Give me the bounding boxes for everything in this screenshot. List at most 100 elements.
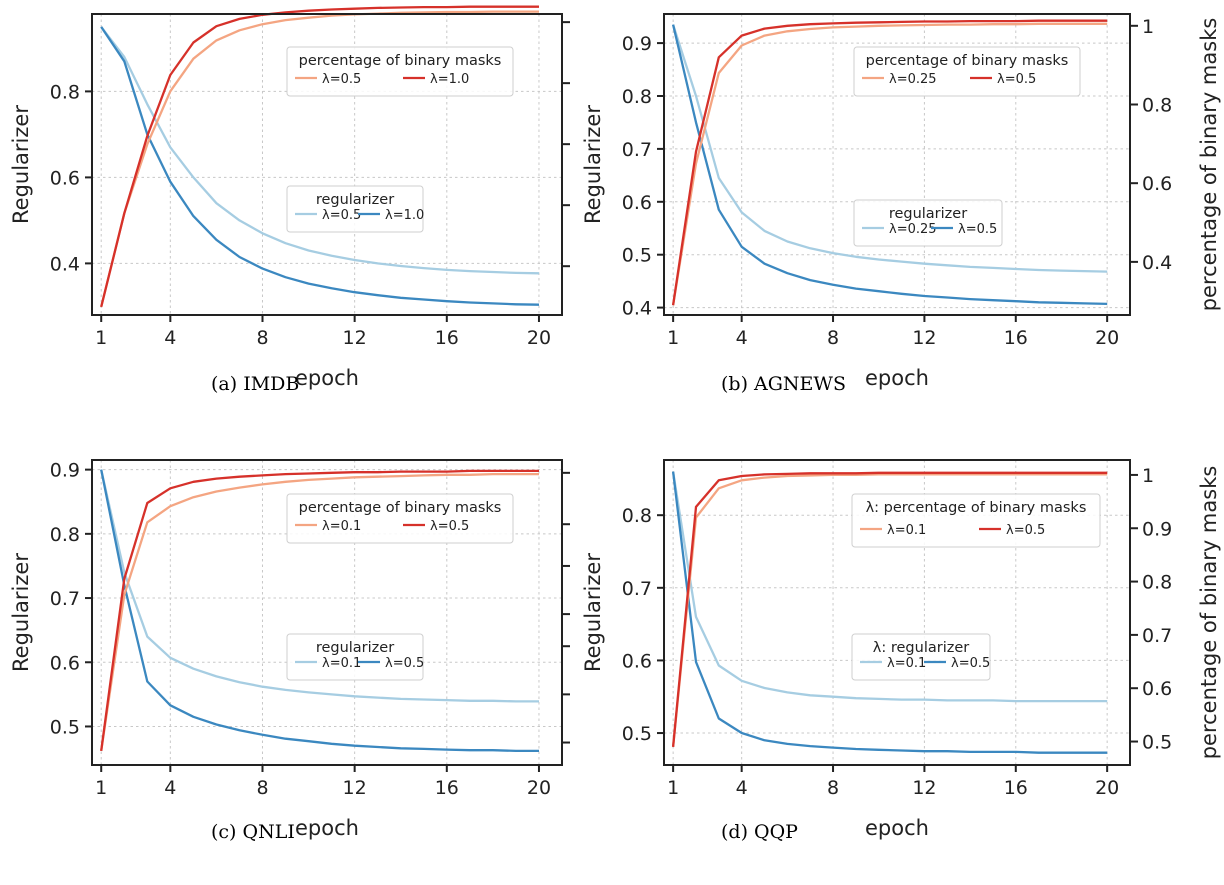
legend-0: percentage of binary masks λ=0.25 λ=0.5 — [853, 46, 1081, 97]
plot-frame — [663, 459, 1131, 766]
legend-title: percentage of binary masks — [866, 53, 1069, 69]
x-tick-label: 4 — [736, 327, 748, 349]
y2-tick-label: 0.7 — [1142, 625, 1172, 647]
x-tick-label: 20 — [1095, 777, 1119, 799]
legend-entry-label: λ=0.25 — [889, 72, 937, 87]
y-tick-label: 0.5 — [622, 723, 652, 745]
x-tick-label: 12 — [912, 777, 936, 799]
y2-tick-label: 0.8 — [1142, 94, 1172, 116]
x-tick-label: 8 — [256, 777, 268, 799]
y-tick-label: 0.4 — [622, 298, 652, 320]
x-tick-label: 16 — [435, 777, 459, 799]
panel-caption: (b) AGNEWS — [721, 373, 846, 395]
y-tick-label: 0.9 — [622, 33, 652, 55]
panel-3: 1 4 8 12 16 20 0.5 0.6 0.7 0.8 0.5 0.6 0.7 0.8 0.9 1 epo… — [581, 459, 1221, 843]
y2-tick-label: 0.9 — [1142, 518, 1172, 540]
y2-tick-label: 1 — [1142, 465, 1154, 487]
x-tick-label: 4 — [164, 777, 176, 799]
y2-tick-label: 0.8 — [1142, 572, 1172, 594]
x-tick-label: 8 — [827, 777, 839, 799]
x-tick-label: 4 — [164, 327, 176, 349]
legend-entry-label: λ=0.5 — [997, 72, 1036, 87]
legend-entry-label: λ=0.5 — [1006, 523, 1045, 538]
legend-entry-label: λ=1.0 — [385, 208, 424, 223]
series-line-3 — [671, 471, 1108, 748]
legend-0: percentage of binary masks λ=0.1 λ=0.5 — [286, 493, 514, 544]
legend-box — [286, 633, 424, 681]
legend-box — [851, 633, 991, 681]
panel-caption: (a) IMDB — [211, 373, 299, 395]
legend-entry-label: λ=0.5 — [322, 72, 361, 87]
y-tick-label: 0.7 — [622, 139, 652, 161]
y-axis-title: Regularizer — [581, 553, 605, 672]
series-line-3 — [100, 5, 539, 308]
legend-title: percentage of binary masks — [299, 500, 502, 516]
y2-axis-title: percentage of binary masks — [1197, 466, 1221, 760]
y-axis-title: Regularizer — [9, 553, 33, 672]
x-tick-label: 8 — [827, 327, 839, 349]
legend-entry-label: λ=0.1 — [322, 656, 361, 671]
legend-entry-label: λ=0.5 — [385, 656, 424, 671]
legend-0: percentage of binary masks λ=0.5 λ=1.0 — [286, 46, 514, 97]
series-line-1 — [671, 24, 1108, 306]
y-tick-label: 0.6 — [50, 167, 80, 189]
panel-caption: (c) QNLI — [211, 821, 295, 843]
y2-tick-label: 0.6 — [1142, 173, 1172, 195]
x-tick-label: 1 — [95, 327, 107, 349]
series-line-3 — [671, 19, 1108, 306]
x-tick-label: 12 — [912, 327, 936, 349]
y-tick-label: 0.8 — [622, 505, 652, 527]
x-axis-title: epoch — [865, 366, 929, 390]
y2-tick-label: 0.5 — [1142, 732, 1172, 754]
y-tick-label: 0.4 — [50, 253, 80, 275]
series-line-0 — [100, 26, 540, 275]
legend-title: λ: percentage of binary masks — [866, 500, 1087, 516]
legend-entry-label: λ=0.25 — [889, 222, 937, 237]
legend-box — [853, 199, 1003, 247]
series-line-2 — [100, 472, 539, 752]
panel-caption: (d) QQP — [721, 821, 798, 843]
series-line-2 — [671, 22, 1108, 306]
plot-frame — [91, 459, 563, 766]
y-tick-label: 0.8 — [50, 524, 80, 546]
x-tick-label: 16 — [435, 327, 459, 349]
y2-tick-label: 1 — [1142, 16, 1154, 38]
legend-box — [286, 46, 514, 97]
x-tick-label: 16 — [1004, 777, 1028, 799]
panel-2: 1 4 8 12 16 20 0.5 0.6 0.7 0.8 0.9 epoch Regularizer… — [9, 459, 570, 843]
legend-box — [851, 493, 1101, 548]
y2-axis-title: percentage of binary masks — [1197, 18, 1221, 312]
legend-entry-label: λ=0.1 — [887, 523, 926, 538]
legend-title: percentage of binary masks — [299, 53, 502, 69]
legend-title: regularizer — [316, 192, 394, 208]
y-tick-label: 0.5 — [622, 245, 652, 267]
x-tick-label: 1 — [667, 777, 679, 799]
y-tick-label: 0.8 — [622, 86, 652, 108]
series-line-0 — [100, 469, 539, 703]
legend-box — [286, 493, 514, 544]
x-tick-label: 4 — [736, 777, 748, 799]
y-tick-label: 0.7 — [622, 578, 652, 600]
y-tick-label: 0.6 — [622, 192, 652, 214]
series-line-2 — [100, 10, 539, 308]
x-tick-label: 16 — [1004, 327, 1028, 349]
series-line-1 — [100, 26, 540, 306]
plot-frame — [663, 13, 1131, 316]
legend-title: regularizer — [889, 206, 967, 222]
x-tick-label: 20 — [1095, 327, 1119, 349]
x-tick-label: 12 — [343, 777, 367, 799]
y2-tick-label: 0.4 — [1142, 252, 1172, 274]
x-tick-label: 20 — [527, 327, 551, 349]
legend-entry-label: λ=0.5 — [322, 208, 361, 223]
legend-entry-label: λ=1.0 — [430, 72, 469, 87]
legend-entry-label: λ=0.5 — [958, 222, 997, 237]
legend-title: regularizer — [316, 640, 394, 656]
legend-entry-label: λ=0.1 — [322, 519, 361, 534]
panel-0: 1 4 8 12 16 20 0.4 0.6 0.8 epoch Regularizer percen… — [9, 5, 570, 395]
series-line-0 — [671, 471, 1108, 703]
x-tick-label: 8 — [256, 327, 268, 349]
panel-1: 1 4 8 12 16 20 0.4 0.5 0.6 0.7 0.8 0.9 0.4 0.6 0.8 1 epo… — [581, 13, 1221, 395]
